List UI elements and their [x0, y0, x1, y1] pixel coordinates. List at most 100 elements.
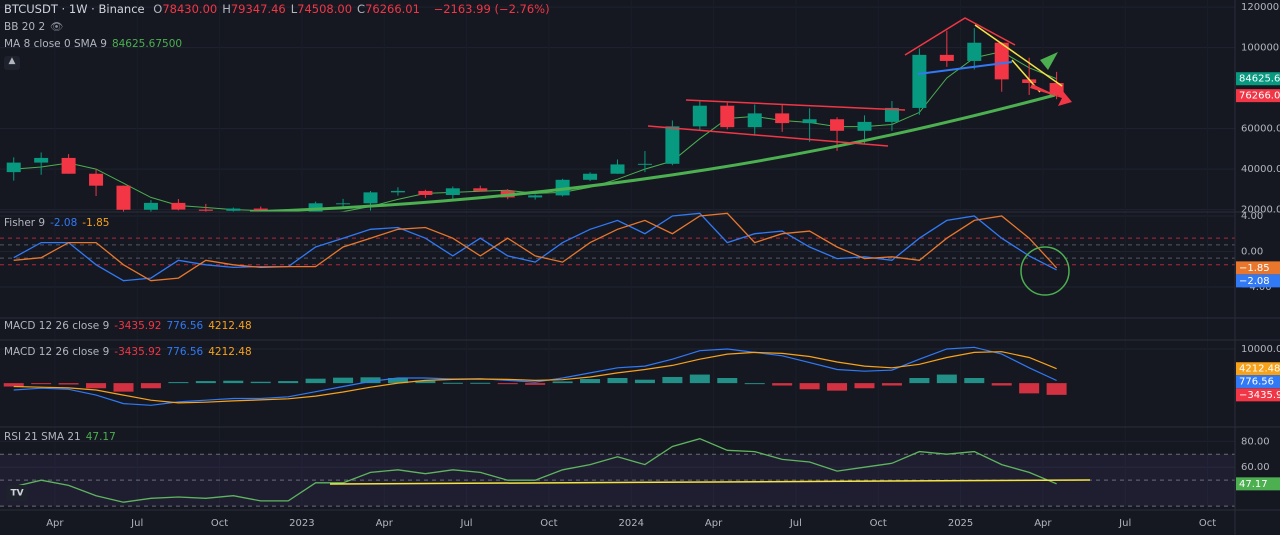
- ohlc-value: 78430.00: [162, 2, 218, 16]
- histogram-bar: [3, 383, 24, 387]
- candle-body: [226, 208, 241, 211]
- svg-text:TV: TV: [10, 489, 23, 499]
- histogram-bar: [305, 378, 326, 384]
- indicator-value: 84625.67500: [111, 38, 183, 50]
- indicator-name[interactable]: RSI 21 SMA 21: [4, 431, 81, 443]
- histogram-bar: [799, 383, 820, 390]
- x-tick-label: Oct: [211, 518, 228, 529]
- series-line: [13, 346, 1057, 406]
- histogram-bar: [964, 378, 985, 384]
- indicator-value: 776.56: [166, 320, 204, 332]
- y-tick-label: 60000.00: [1241, 124, 1280, 135]
- indicator-legend: MA 8 close 0 SMA 9 84625.67500: [4, 38, 187, 50]
- histogram-bar: [387, 378, 408, 384]
- symbol[interactable]: BTCUSDT · 1W · Binance: [4, 2, 145, 16]
- macd-pane: [3, 346, 1067, 406]
- candle-body: [610, 164, 625, 174]
- ohlc-value: 79347.46: [230, 2, 286, 16]
- channel-line: [685, 99, 906, 111]
- x-tick-label: Oct: [870, 518, 887, 529]
- change: −2163.99 (−2.76%): [433, 2, 550, 16]
- ohlc: O78430.00 H79347.46 L74508.00 C76266.01: [153, 2, 425, 16]
- collapse-button[interactable]: ▲: [4, 56, 20, 70]
- ohlc-value: 76266.01: [365, 2, 420, 16]
- indicator-value: 776.56: [166, 346, 204, 358]
- ohlc-key: H: [222, 2, 231, 16]
- histogram-bar: [31, 383, 52, 385]
- series-line: [13, 212, 1058, 282]
- candle-body: [583, 173, 598, 180]
- candle-body: [775, 113, 790, 124]
- y-tick-label: 4.00: [1241, 211, 1263, 222]
- histogram-bar: [827, 383, 848, 391]
- histogram-bar: [991, 383, 1012, 386]
- trend-line: [917, 61, 1013, 75]
- histogram-bar: [662, 376, 683, 384]
- candle-body: [967, 42, 982, 61]
- histogram-bar: [936, 374, 957, 384]
- y-tick-label: 60.00: [1241, 462, 1270, 473]
- y-tick-label: 10000.00: [1241, 344, 1280, 355]
- x-tick-label: Apr: [376, 518, 394, 529]
- tv-logo: TV: [6, 485, 28, 501]
- ohlc-key: C: [357, 2, 366, 16]
- price-tag: [1236, 89, 1280, 103]
- indicator-name[interactable]: Fisher 9: [4, 217, 46, 229]
- indicator-value: 4212.48: [208, 320, 252, 332]
- indicator-name[interactable]: MACD 12 26 close 9: [4, 320, 110, 332]
- histogram-bar: [580, 379, 601, 384]
- candle-body: [143, 202, 158, 210]
- ohlc-value: 74508.00: [297, 2, 353, 16]
- grid: [0, 6, 1235, 468]
- histogram-bar: [250, 381, 271, 384]
- indicator-name[interactable]: BB 20 2: [4, 21, 46, 33]
- indicator-name[interactable]: MACD 12 26 close 9: [4, 346, 110, 358]
- price-tag-label: 4212.48: [1239, 364, 1280, 375]
- candle-body: [445, 188, 460, 195]
- candle-body: [692, 105, 707, 127]
- histogram-bar: [717, 378, 738, 384]
- histogram-bar: [195, 381, 216, 384]
- trend-line: [974, 24, 1063, 87]
- histogram-bar: [689, 374, 710, 384]
- candle-body: [6, 162, 21, 173]
- x-tick-label: Apr: [46, 518, 64, 529]
- price-tag: [1236, 375, 1280, 389]
- indicator-name[interactable]: MA 8 close 0 SMA 9: [4, 38, 107, 50]
- histogram-bar: [634, 379, 655, 384]
- histogram-bar: [58, 383, 79, 385]
- histogram-bar: [854, 383, 875, 389]
- histogram-bar: [470, 382, 491, 384]
- symbol-header: BTCUSDT · 1W · Binance O78430.00 H79347.4…: [4, 2, 555, 16]
- channel-line: [647, 125, 889, 147]
- series-line: [13, 351, 1057, 404]
- arrow-up: [1040, 52, 1058, 70]
- indicator-value: -1.85: [82, 217, 110, 229]
- indicator-value: -3435.92: [114, 346, 162, 358]
- axis-labels: 120000.00 100000.00 60000.00 40000.00 20000.…: [46, 2, 1280, 529]
- y-tick-label: 0.00: [1241, 246, 1263, 257]
- histogram-bar: [909, 378, 930, 384]
- arrow-down: [1030, 84, 1072, 106]
- macd-legend: MACD 12 26 close 9 -3435.92 776.56 4212.48: [4, 346, 257, 358]
- price-tag-label: −2.08: [1239, 276, 1270, 287]
- y-tick-label: 80.00: [1241, 436, 1270, 447]
- rsi-legend: RSI 21 SMA 21 47.17: [4, 431, 121, 443]
- histogram-bar: [168, 382, 189, 384]
- price-tag: [1236, 477, 1280, 491]
- histogram-bar: [223, 380, 244, 384]
- y-tick-label: 120000.00: [1241, 2, 1280, 13]
- y-tick-label: 20000.00: [1241, 205, 1280, 216]
- x-tick-label: Jul: [789, 518, 802, 529]
- y-tick-label: −4.00: [1241, 282, 1272, 293]
- fisher-legend: Fisher 9 -2.08 -1.85: [4, 217, 114, 229]
- candle-body: [912, 54, 927, 108]
- fisher-pane: [0, 212, 1235, 296]
- rsi-pane: [0, 438, 1235, 507]
- x-tick-label: Oct: [1199, 518, 1216, 529]
- histogram-bar: [772, 383, 793, 386]
- candle-body: [336, 203, 351, 205]
